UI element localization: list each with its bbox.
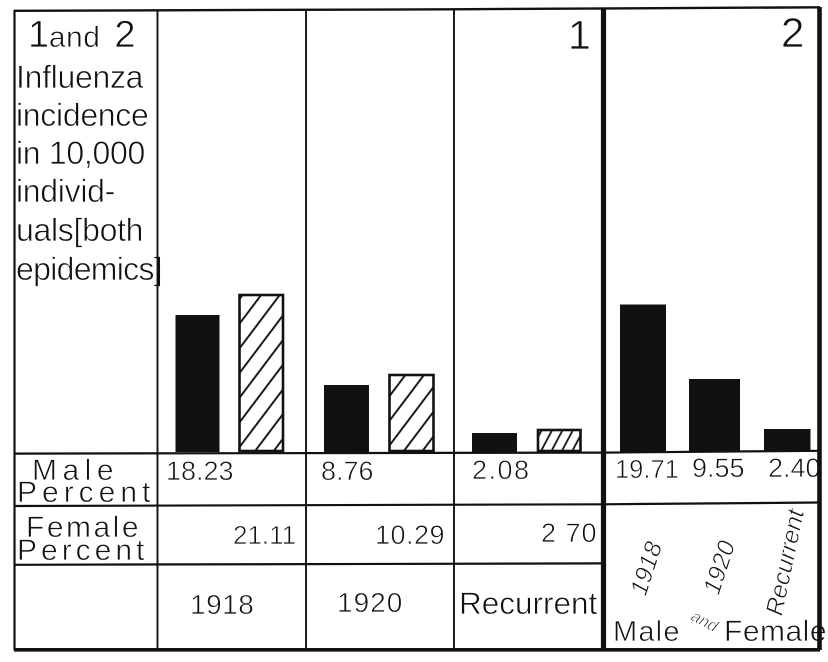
svg-text:9.55: 9.55 (692, 453, 745, 483)
svg-text:2 70: 2 70 (541, 518, 598, 548)
svg-text:1918: 1918 (190, 589, 254, 620)
svg-text:Percent: Percent (17, 534, 148, 567)
svg-text:Female: Female (724, 615, 827, 648)
svg-text:19.71: 19.71 (615, 456, 679, 484)
svg-text:2.08: 2.08 (472, 455, 531, 485)
svg-text:Female: Female (26, 511, 141, 544)
svg-text:1920: 1920 (337, 587, 403, 618)
svg-text:10.29: 10.29 (375, 520, 445, 550)
svg-text:uals[both: uals[both (16, 212, 143, 248)
svg-text:21.11: 21.11 (233, 520, 296, 550)
svg-text:individ-: individ- (16, 173, 115, 209)
svg-text:2.40: 2.40 (768, 453, 821, 483)
svg-text:1920: 1920 (699, 537, 742, 598)
svg-text:8.76: 8.76 (321, 456, 374, 486)
svg-text:Recurrent: Recurrent (459, 585, 598, 621)
svg-text:incidence: incidence (16, 97, 149, 133)
svg-text:Male: Male (613, 616, 681, 648)
svg-text:1: 1 (568, 12, 591, 58)
svg-text:in 10,000: in 10,000 (16, 135, 145, 171)
svg-text:1918: 1918 (626, 538, 669, 599)
svg-text:Percent: Percent (17, 476, 155, 509)
svg-text:Influenza: Influenza (16, 59, 144, 95)
svg-text:epidemics]: epidemics] (16, 251, 162, 287)
svg-text:Male: Male (32, 454, 119, 487)
svg-text:and: and (688, 607, 721, 636)
svg-text:Recurrent: Recurrent (761, 506, 810, 618)
svg-text:2: 2 (781, 9, 804, 56)
svg-text:18.23: 18.23 (166, 456, 234, 486)
